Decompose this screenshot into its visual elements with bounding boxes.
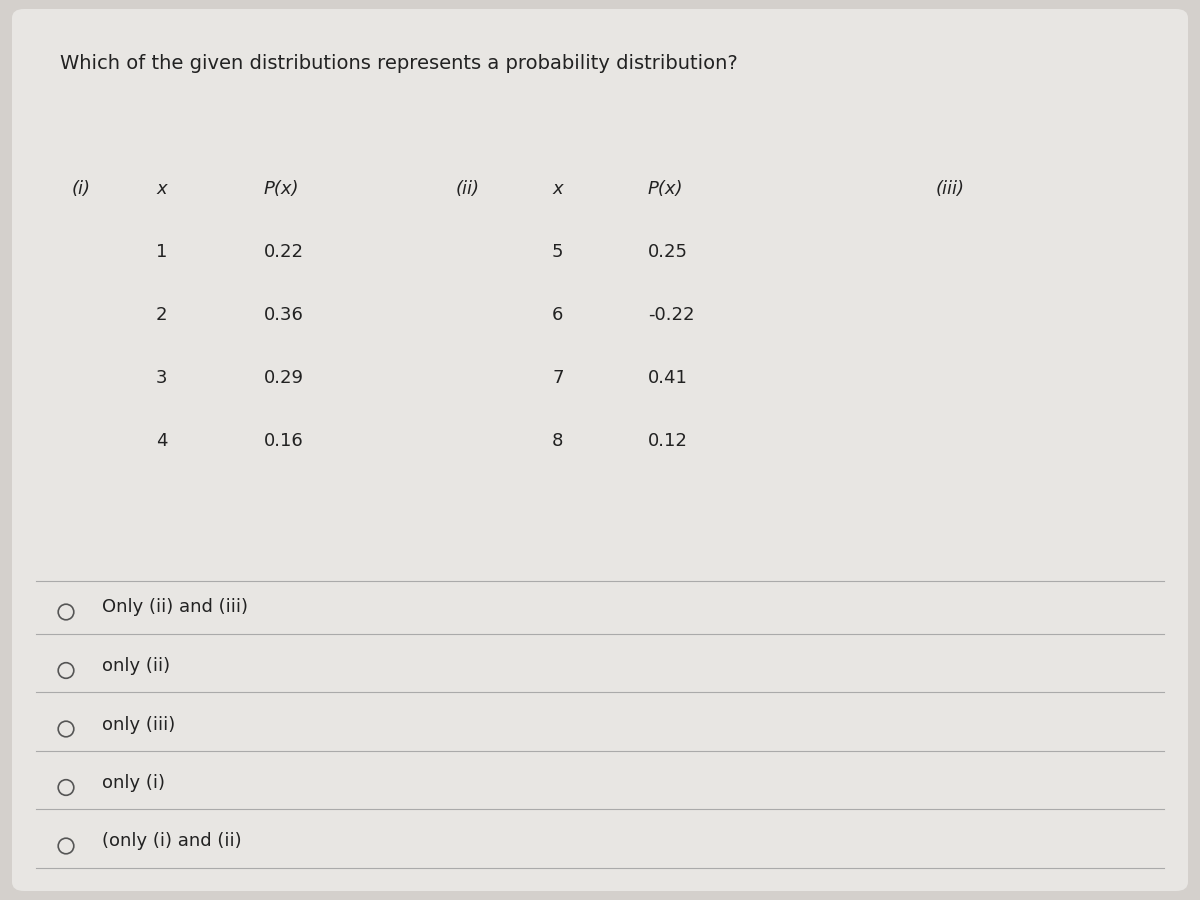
Text: 2: 2 (156, 306, 168, 324)
Text: (i): (i) (72, 180, 91, 198)
Text: x: x (156, 180, 167, 198)
Text: only (iii): only (iii) (102, 716, 175, 733)
Text: 0.12: 0.12 (648, 432, 688, 450)
Text: 1: 1 (156, 243, 167, 261)
Text: 0.29: 0.29 (264, 369, 304, 387)
Text: 0.41: 0.41 (648, 369, 688, 387)
Text: 8: 8 (552, 432, 563, 450)
Text: 5: 5 (552, 243, 564, 261)
Text: 0.22: 0.22 (264, 243, 304, 261)
Text: (iii): (iii) (936, 180, 965, 198)
Text: (ii): (ii) (456, 180, 480, 198)
Text: Which of the given distributions represents a probability distribution?: Which of the given distributions represe… (60, 54, 738, 73)
Text: (only (i) and (ii): (only (i) and (ii) (102, 832, 241, 850)
Text: 7: 7 (552, 369, 564, 387)
Text: 4: 4 (156, 432, 168, 450)
Text: 0.16: 0.16 (264, 432, 304, 450)
Text: 3: 3 (156, 369, 168, 387)
Text: 0.36: 0.36 (264, 306, 304, 324)
Text: -0.22: -0.22 (648, 306, 695, 324)
FancyBboxPatch shape (12, 9, 1188, 891)
Text: 0.25: 0.25 (648, 243, 688, 261)
Text: Only (ii) and (iii): Only (ii) and (iii) (102, 598, 248, 616)
Text: P(x): P(x) (264, 180, 300, 198)
Text: only (i): only (i) (102, 774, 166, 792)
Text: P(x): P(x) (648, 180, 684, 198)
Text: x: x (552, 180, 563, 198)
Text: 6: 6 (552, 306, 563, 324)
Text: only (ii): only (ii) (102, 657, 170, 675)
